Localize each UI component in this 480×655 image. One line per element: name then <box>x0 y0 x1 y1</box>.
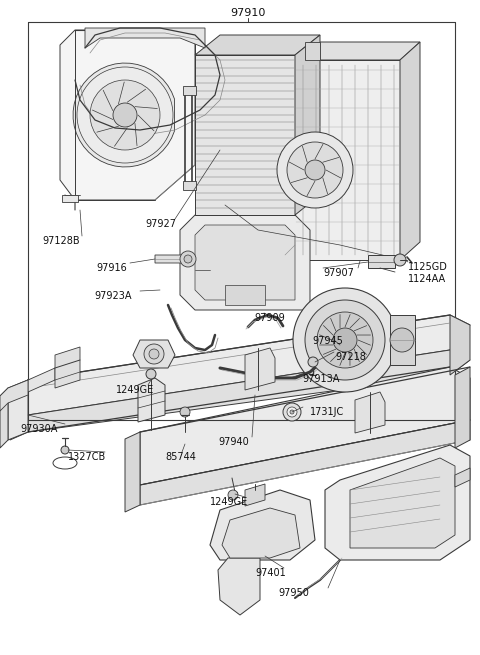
Circle shape <box>77 67 173 163</box>
Text: 85744: 85744 <box>165 452 196 462</box>
Polygon shape <box>350 458 455 548</box>
Polygon shape <box>125 432 140 512</box>
Text: 97940: 97940 <box>218 437 249 447</box>
Text: 97907: 97907 <box>323 268 354 278</box>
Circle shape <box>146 369 156 379</box>
Polygon shape <box>295 42 420 60</box>
Text: 97930A: 97930A <box>20 424 58 434</box>
Circle shape <box>394 254 406 266</box>
Text: 1125GD: 1125GD <box>408 262 448 272</box>
Polygon shape <box>210 490 315 560</box>
Polygon shape <box>138 378 165 422</box>
Polygon shape <box>8 380 28 440</box>
Circle shape <box>277 132 353 208</box>
Circle shape <box>317 312 373 368</box>
Circle shape <box>184 255 192 263</box>
Polygon shape <box>222 508 300 558</box>
Text: 97913A: 97913A <box>302 374 339 384</box>
Polygon shape <box>73 63 174 167</box>
Circle shape <box>308 357 318 367</box>
Polygon shape <box>195 55 295 215</box>
Circle shape <box>287 142 343 198</box>
Circle shape <box>290 410 294 414</box>
Polygon shape <box>245 484 265 506</box>
Polygon shape <box>400 42 420 260</box>
Circle shape <box>333 328 357 352</box>
Polygon shape <box>245 348 275 390</box>
Polygon shape <box>355 392 385 433</box>
Polygon shape <box>155 255 188 263</box>
Text: 97218: 97218 <box>335 352 366 362</box>
Polygon shape <box>60 30 195 200</box>
Text: 1249GE: 1249GE <box>116 385 154 395</box>
Text: 97950: 97950 <box>278 588 309 598</box>
Polygon shape <box>450 315 470 375</box>
Text: 97909: 97909 <box>254 313 285 323</box>
Polygon shape <box>62 195 78 202</box>
Polygon shape <box>183 86 196 95</box>
Polygon shape <box>195 35 320 55</box>
Polygon shape <box>10 380 28 440</box>
Polygon shape <box>225 285 265 305</box>
Polygon shape <box>455 468 470 487</box>
Text: 1124AA: 1124AA <box>408 274 446 284</box>
Text: 97401: 97401 <box>255 568 286 578</box>
Circle shape <box>305 300 385 380</box>
Text: 1327CB: 1327CB <box>68 452 106 462</box>
Circle shape <box>180 251 196 267</box>
Polygon shape <box>28 368 55 392</box>
Polygon shape <box>180 215 310 310</box>
Circle shape <box>61 446 69 454</box>
Polygon shape <box>390 315 415 365</box>
Polygon shape <box>295 35 320 215</box>
Polygon shape <box>55 347 80 388</box>
Polygon shape <box>85 28 205 48</box>
Polygon shape <box>133 340 175 368</box>
Polygon shape <box>0 388 8 448</box>
Circle shape <box>149 349 159 359</box>
Circle shape <box>305 160 325 180</box>
Text: 97927: 97927 <box>145 219 176 229</box>
Circle shape <box>144 344 164 364</box>
Polygon shape <box>295 60 400 260</box>
Text: 97916: 97916 <box>96 263 127 273</box>
Circle shape <box>390 328 414 352</box>
Polygon shape <box>0 380 28 411</box>
Polygon shape <box>455 367 470 448</box>
Text: 97945: 97945 <box>312 336 343 346</box>
Circle shape <box>287 407 297 417</box>
Polygon shape <box>183 181 196 190</box>
Text: 1731JC: 1731JC <box>310 407 344 417</box>
Polygon shape <box>305 42 320 60</box>
Circle shape <box>90 80 160 150</box>
Polygon shape <box>195 225 295 300</box>
Polygon shape <box>368 255 395 268</box>
Polygon shape <box>28 315 470 415</box>
Text: 1249GE: 1249GE <box>210 497 248 507</box>
Circle shape <box>283 403 301 421</box>
Circle shape <box>293 288 397 392</box>
Polygon shape <box>325 445 470 560</box>
Text: 97128B: 97128B <box>42 236 80 246</box>
Text: 97923A: 97923A <box>94 291 132 301</box>
Polygon shape <box>140 367 470 485</box>
Circle shape <box>113 103 137 127</box>
Circle shape <box>180 407 190 417</box>
Polygon shape <box>218 558 260 615</box>
Polygon shape <box>28 350 470 432</box>
Polygon shape <box>140 420 470 505</box>
Circle shape <box>228 490 238 500</box>
Text: 97910: 97910 <box>230 8 266 18</box>
